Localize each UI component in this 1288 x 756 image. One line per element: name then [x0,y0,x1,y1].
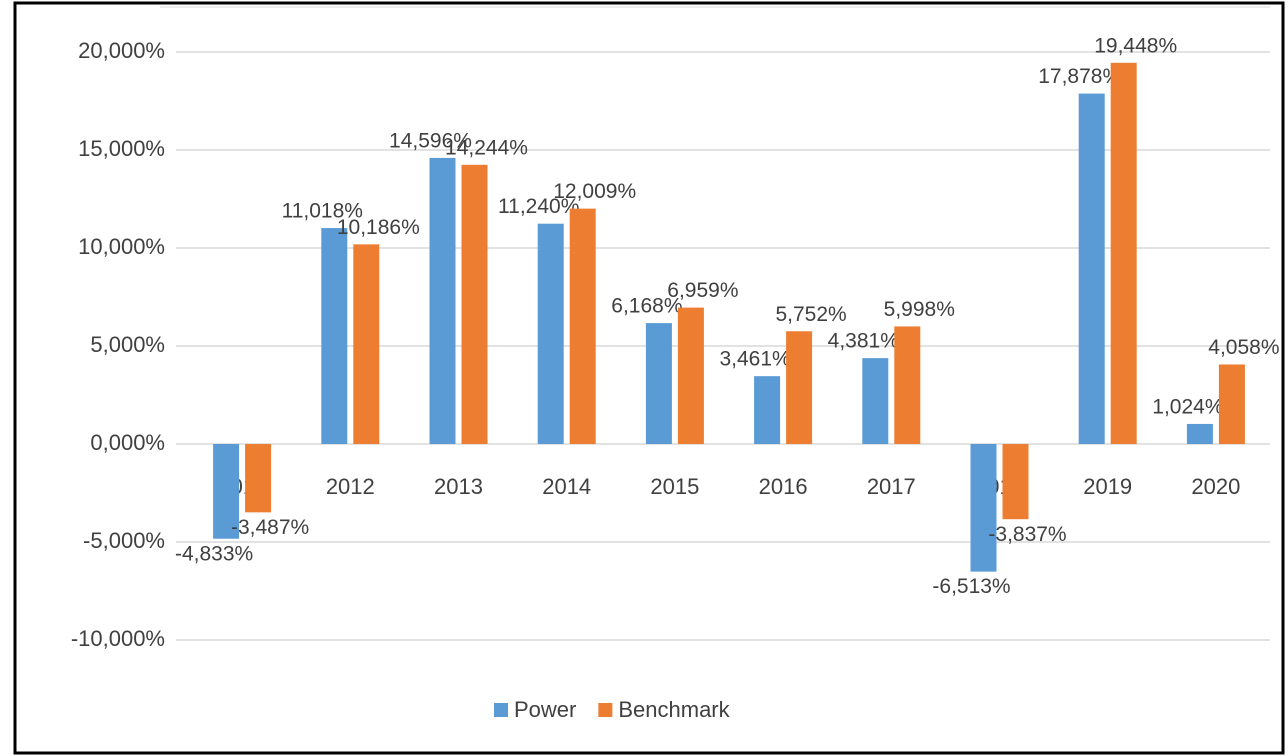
data-label: 6,959% [667,279,738,302]
bar [353,244,380,444]
data-label: 12,009% [553,180,636,203]
x-tick-label: 2020 [1191,474,1240,499]
data-label: 1,024% [1152,395,1223,418]
data-label: -3,837% [988,523,1066,546]
x-tick-label: 2017 [867,474,916,499]
bar [245,444,272,513]
bar [786,331,813,444]
data-label: 19,448% [1094,34,1177,57]
bar [537,223,564,444]
data-label: 5,998% [884,298,955,321]
data-label: 10,186% [337,216,420,239]
data-label: -4,833% [175,542,253,565]
data-label: 4,381% [828,330,899,353]
x-tick-label: 2015 [650,474,699,499]
bar [862,358,889,444]
legend-label: Benchmark [618,697,730,722]
bar [461,164,488,444]
data-label: 11,018% [282,200,363,223]
data-label: -6,513% [932,575,1010,598]
bar [645,323,672,444]
legend-swatch [598,703,613,717]
data-label: 14,244% [445,136,528,159]
bar [1078,93,1105,445]
y-tick-label: 10,000% [78,234,165,259]
bar [677,307,704,444]
y-tick-label: -5,000% [83,528,165,553]
data-label: 17,878% [1038,65,1121,88]
x-tick-label: 2012 [326,474,375,499]
y-tick-label: 20,000% [78,38,165,63]
bar [1186,423,1213,444]
bar [213,444,240,539]
data-label: 3,461% [719,348,790,371]
bar [894,326,921,444]
bar [1110,62,1137,444]
data-label: 6,168% [611,295,682,318]
bar [754,376,781,444]
y-tick-label: 15,000% [78,136,165,161]
bar [970,444,997,572]
x-tick-label: 2013 [434,474,483,499]
x-tick-label: 2014 [542,474,591,499]
data-label: 4,058% [1208,336,1279,359]
y-tick-label: 0,000% [90,430,165,455]
y-tick-label: -10,000% [71,626,165,651]
bar [429,157,456,444]
data-label: 5,752% [775,303,846,326]
bar [1218,364,1245,444]
data-label: 11,240% [498,195,579,218]
bar [569,208,596,444]
data-label: 14,596% [389,129,472,152]
x-tick-label: 2019 [1083,474,1132,499]
bar [321,228,348,444]
legend-label: Power [514,697,576,722]
data-label: -3,487% [231,516,309,539]
legend-swatch [494,703,508,717]
bar [1002,444,1029,520]
x-tick-label: 2016 [759,474,808,499]
y-tick-label: 5,000% [90,332,165,357]
